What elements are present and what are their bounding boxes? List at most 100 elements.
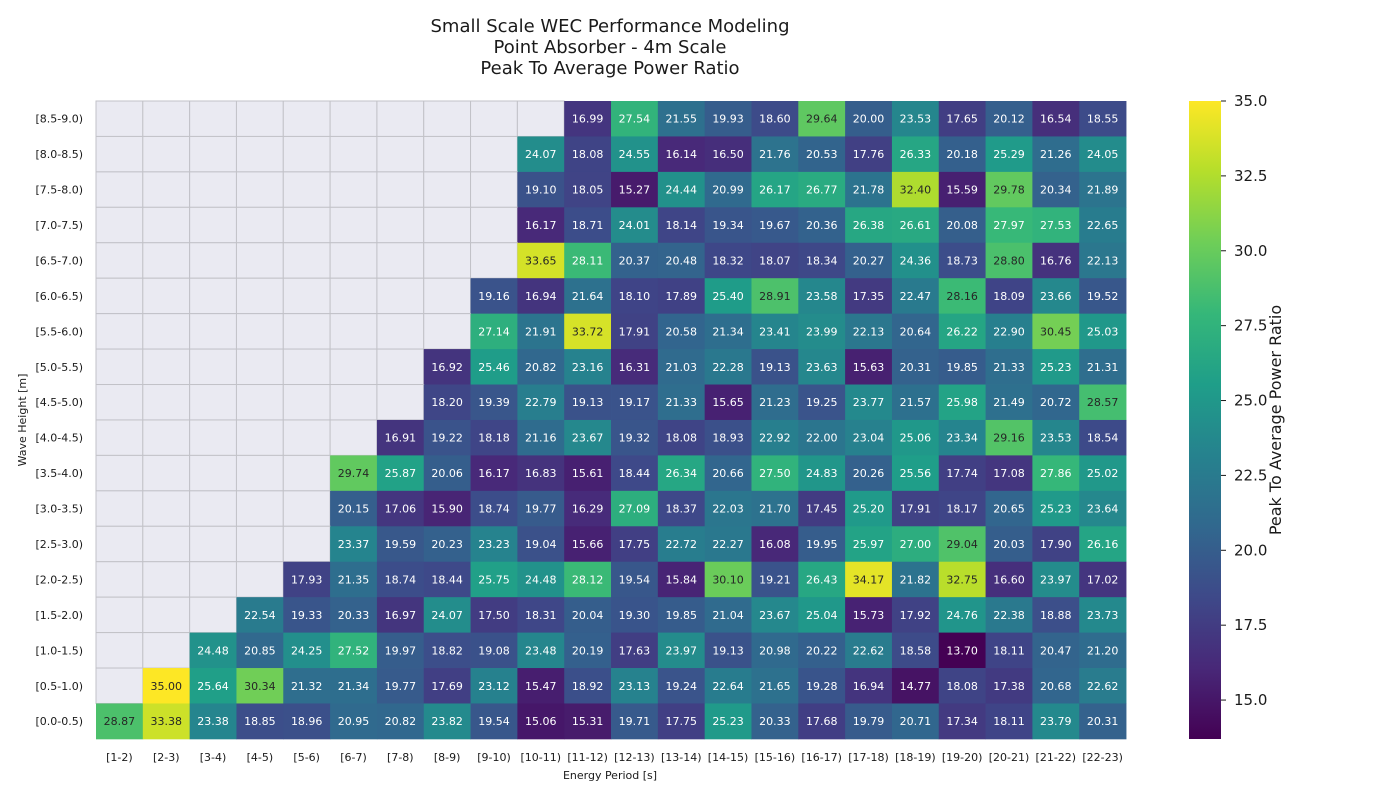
cell-value-label: 14.77 [900,680,932,693]
cell-value-label: 17.68 [806,715,838,728]
x-tick-label: [19-20) [942,751,983,764]
heatmap-cell [938,490,986,527]
empty-cell [95,454,144,492]
empty-cell [142,206,191,244]
cell-value-label: 27.52 [338,644,370,657]
y-tick-label: [6.0-6.5) [35,290,83,303]
heatmap-cell [704,526,752,563]
cell-value-label: 23.58 [806,290,838,303]
cell-value-label: 16.76 [1040,254,1072,267]
heatmap-cell [751,384,799,421]
cell-value-label: 20.22 [806,644,838,657]
heatmap-cell [611,703,659,740]
empty-cell [95,206,144,244]
heatmap-cell [845,384,893,421]
heatmap-cell [938,703,986,740]
x-axis-label: Energy Period [s] [563,769,657,782]
heatmap-cell [564,313,612,350]
heatmap-cell [798,242,846,279]
empty-cell [189,384,237,421]
heatmap-cell [330,526,378,563]
heatmap-cell [798,349,846,385]
x-tick-label: [16-17) [801,751,842,764]
cell-value-label: 22.03 [712,503,744,516]
cell-value-label: 19.04 [525,538,557,551]
heatmap-cell [517,561,565,598]
cell-value-label: 30.10 [712,573,744,586]
heatmap-cell [985,490,1033,527]
heatmap-cell [657,278,706,315]
heatmap-cell [1032,349,1080,385]
empty-cell [142,419,191,456]
heatmap-cell [985,101,1033,137]
cell-value-label: 17.75 [619,538,651,551]
cell-value-label: 20.19 [572,644,604,657]
heatmap-cell [517,278,565,315]
cell-value-label: 13.70 [946,644,978,657]
heatmap-cell [283,597,331,633]
heatmap-cell [470,561,518,598]
heatmap-cell [985,242,1033,279]
cell-value-label: 27.97 [993,219,1025,232]
heatmap-cell [891,668,940,704]
heatmap-cell [798,419,846,456]
empty-cell [189,135,237,173]
cell-value-label: 23.67 [572,432,604,445]
empty-cell [189,525,237,563]
cell-value-label: 19.77 [525,503,557,516]
heatmap-cell [704,171,752,208]
empty-cell [235,171,284,208]
cell-value-label: 23.48 [525,644,557,657]
heatmap-cell [657,526,706,563]
x-tick-label: [15-16) [755,751,796,764]
heatmap-cell [891,313,940,350]
cell-value-label: 20.58 [666,325,698,338]
cell-value-label: 26.33 [900,148,932,161]
cell-value-label: 21.16 [525,432,557,445]
cell-value-label: 22.27 [712,538,744,551]
heatmap-cell [611,242,659,279]
cell-value-label: 17.89 [666,290,698,303]
heatmap-cell [751,349,799,385]
cell-value-label: 15.66 [572,538,604,551]
cell-value-label: 19.13 [712,644,744,657]
cell-value-label: 20.82 [385,715,417,728]
cell-value-label: 20.71 [900,715,932,728]
cell-value-label: 19.28 [806,680,838,693]
empty-cell [142,490,191,527]
colorbar-ticks: 15.0 17.5 20.0 22.5 25.0 27.5 30.0 32.5 35.0 [1221,92,1267,709]
heatmap-cell [657,384,706,421]
heatmap-cell [611,561,659,598]
empty-cell [235,206,284,244]
cell-value-label: 18.44 [619,467,651,480]
cell-value-label: 33.65 [525,254,557,267]
cell-value-label: 23.16 [572,361,604,374]
x-tick-label: [20-21) [989,751,1030,764]
cell-value-label: 25.46 [478,361,510,374]
empty-cell [329,348,378,386]
heatmap-cell [376,490,425,527]
cell-value-label: 21.33 [666,396,698,409]
heatmap-cell [798,101,846,137]
heatmap-cell [845,136,893,173]
heatmap-cell [330,668,378,704]
heatmap-cell [704,703,752,740]
heatmap-cell [517,207,565,244]
heatmap-cell [938,419,986,456]
empty-cell [329,206,378,244]
cell-value-label: 21.32 [291,680,323,693]
x-tick-label: [12-13) [614,751,655,764]
heatmap-cell [330,490,378,527]
heatmap-cell [376,561,425,598]
cell-value-label: 24.76 [946,609,978,622]
heatmap-cell [517,526,565,563]
heatmap-cell [751,207,799,244]
cell-value-label: 35.00 [150,680,182,693]
heatmap-cell [517,597,565,633]
cell-value-label: 20.31 [900,361,932,374]
empty-cell [470,135,518,173]
heatmap-cell [891,349,940,385]
heatmap-cell [704,278,752,315]
heatmap-cell [564,455,612,492]
